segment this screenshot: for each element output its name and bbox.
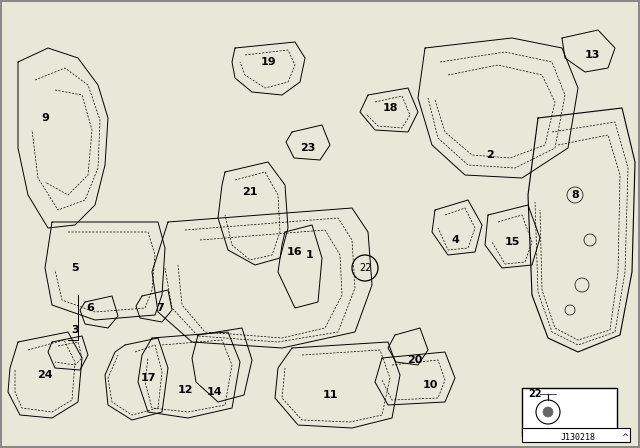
- Text: 23: 23: [300, 143, 316, 153]
- Text: 15: 15: [504, 237, 520, 247]
- Text: 13: 13: [584, 50, 600, 60]
- Text: 3: 3: [71, 325, 79, 335]
- Text: ^: ^: [621, 432, 628, 441]
- Text: 22: 22: [359, 263, 371, 273]
- Circle shape: [543, 407, 553, 417]
- Text: 9: 9: [41, 113, 49, 123]
- Text: 22: 22: [528, 389, 541, 399]
- Text: 4: 4: [451, 235, 459, 245]
- Text: 8: 8: [571, 190, 579, 200]
- Text: 1: 1: [306, 250, 314, 260]
- FancyBboxPatch shape: [522, 428, 630, 442]
- Text: 20: 20: [407, 355, 422, 365]
- Text: 19: 19: [260, 57, 276, 67]
- Text: 14: 14: [207, 387, 223, 397]
- Text: 21: 21: [243, 187, 258, 197]
- Text: 7: 7: [156, 303, 164, 313]
- Text: 10: 10: [422, 380, 438, 390]
- Text: 18: 18: [382, 103, 397, 113]
- Text: 11: 11: [323, 390, 338, 400]
- Text: 2: 2: [486, 150, 494, 160]
- Text: 5: 5: [71, 263, 79, 273]
- Text: 16: 16: [287, 247, 303, 257]
- Text: 12: 12: [177, 385, 193, 395]
- FancyBboxPatch shape: [522, 388, 617, 436]
- Text: 24: 24: [37, 370, 53, 380]
- Text: 6: 6: [86, 303, 94, 313]
- Text: 17: 17: [140, 373, 156, 383]
- Text: J130218: J130218: [561, 432, 595, 441]
